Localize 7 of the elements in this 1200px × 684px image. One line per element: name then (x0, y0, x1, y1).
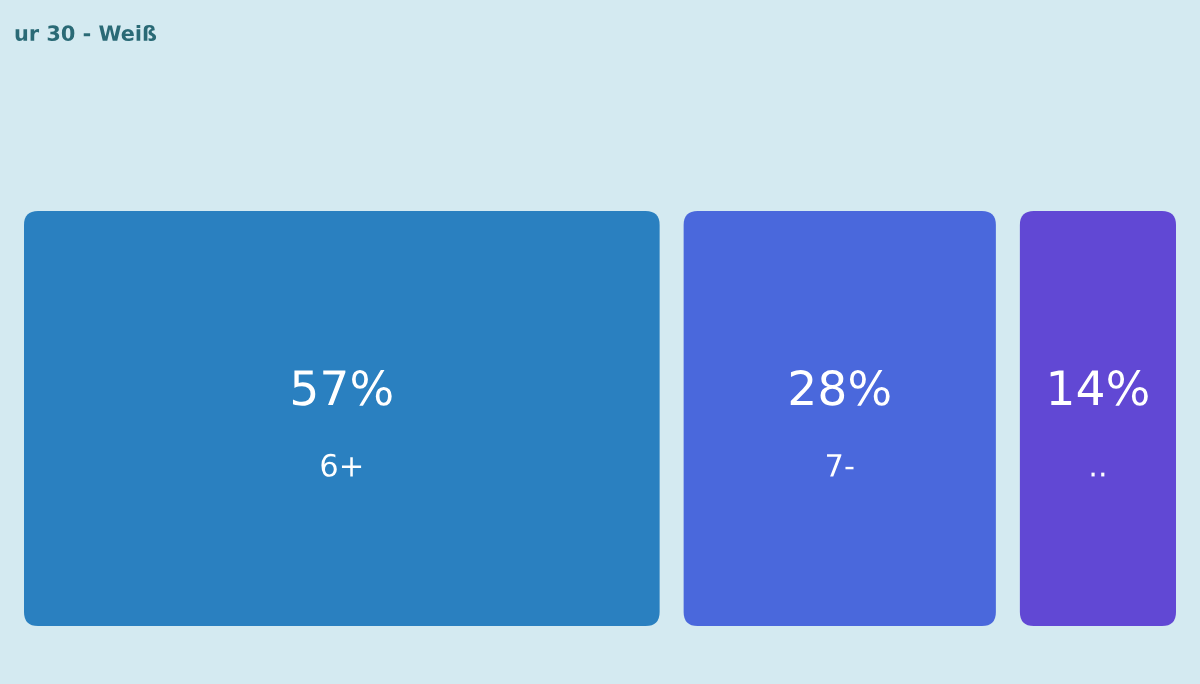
data-label: 57% (292, 369, 392, 406)
data-label: 14% (1050, 369, 1148, 406)
category-label: 7- (827, 454, 854, 477)
category-label: .. (1091, 472, 1105, 477)
data-label: 28% (790, 369, 890, 406)
text: ur 30 - Weiß (15, 24, 157, 42)
category-label: 6+ (321, 453, 362, 477)
